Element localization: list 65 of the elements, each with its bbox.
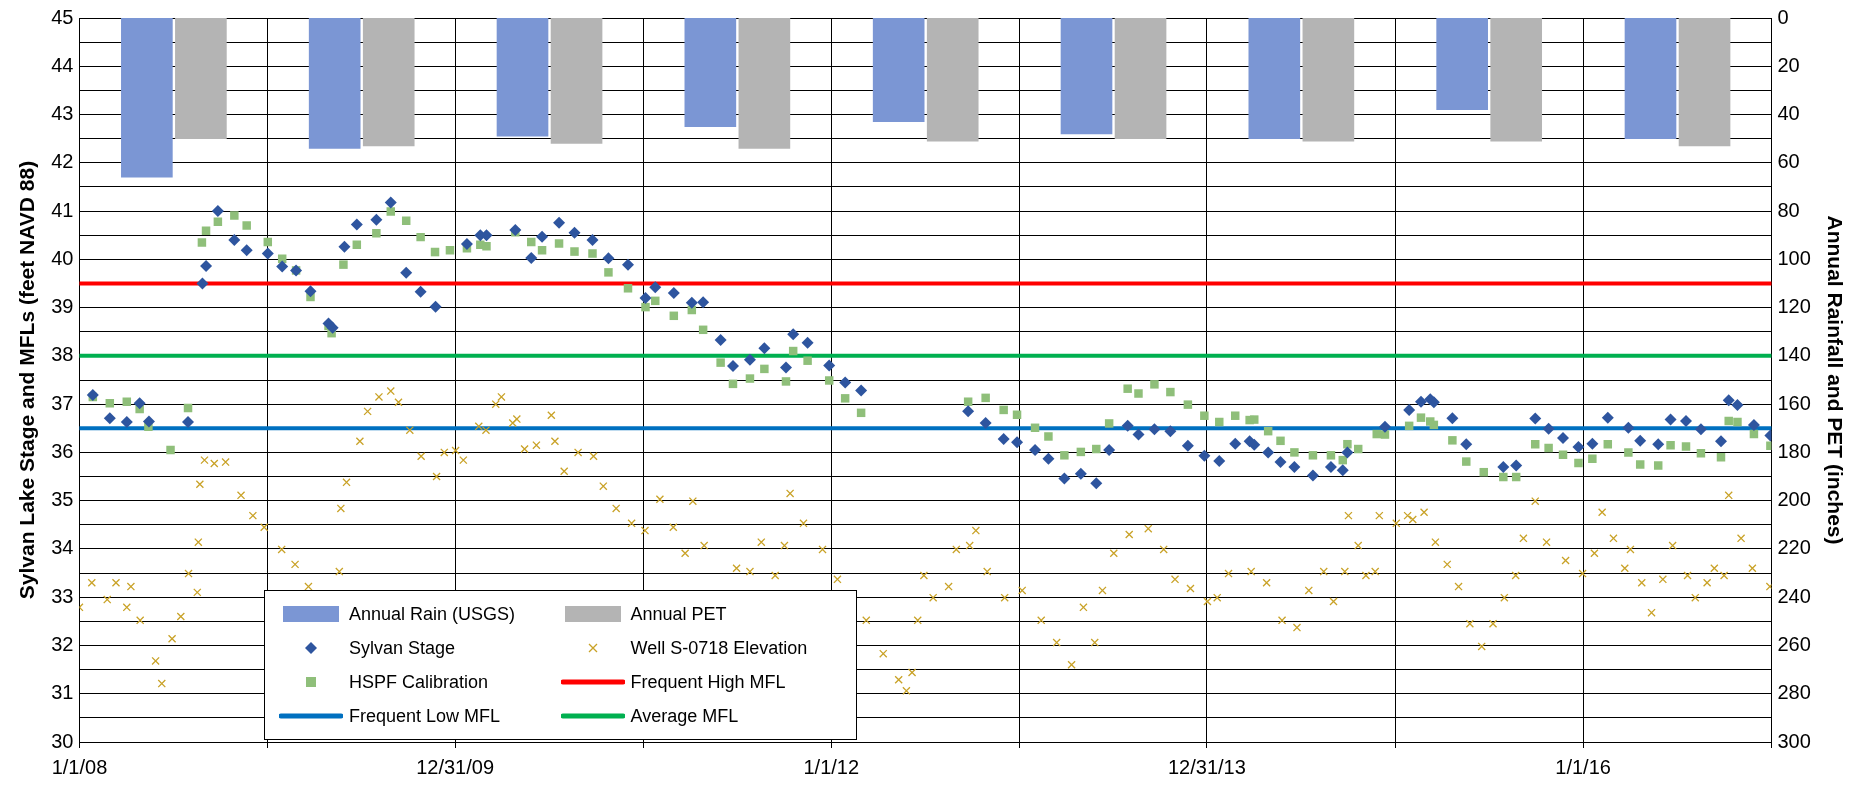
y2-tick-label: 0 [1777, 5, 1789, 28]
y-tick-label: 33 [51, 584, 74, 607]
y-tick-label: 38 [51, 343, 74, 366]
legend-label: Frequent Low MFL [349, 705, 501, 727]
bar [308, 18, 361, 149]
legend-label: Sylvan Stage [349, 637, 456, 659]
y-tick-label: 34 [51, 536, 74, 559]
y2-tick-label: 220 [1777, 536, 1811, 559]
y2-tick-label: 40 [1777, 102, 1800, 125]
bar [1490, 18, 1543, 142]
y2-tick-label: 180 [1777, 439, 1811, 462]
y-tick-label: 31 [51, 681, 74, 704]
x-tick-label: 1/1/08 [51, 755, 108, 778]
bar [1624, 18, 1677, 139]
bar [926, 18, 979, 142]
y2-tick-label: 160 [1777, 391, 1811, 414]
bar [738, 18, 791, 149]
bar [1436, 18, 1488, 111]
x-tick-label: 1/1/12 [803, 755, 860, 778]
y-tick-label: 35 [51, 488, 74, 511]
y-tick-label: 37 [51, 391, 74, 414]
bar [121, 18, 173, 178]
y-tick-label: 39 [51, 295, 74, 318]
y-tick-label: 41 [51, 198, 74, 221]
bar [1060, 18, 1113, 135]
bar [684, 18, 737, 127]
y2-tick-label: 100 [1777, 246, 1811, 269]
bar [1248, 18, 1301, 139]
y-axis-title: Sylvan Lake Stage and MFLs (feet NAVD 88) [15, 160, 39, 600]
x-tick-label: 12/31/13 [1167, 755, 1246, 778]
bar [550, 18, 603, 144]
bar [1302, 18, 1355, 142]
y2-tick-label: 260 [1777, 632, 1811, 655]
y2-tick-label: 140 [1777, 343, 1811, 366]
y2-tick-label: 300 [1777, 729, 1811, 752]
y-tick-label: 32 [51, 632, 74, 655]
bar [872, 18, 925, 123]
legend-label: Well S-0718 Elevation [630, 637, 808, 659]
bar [1114, 18, 1167, 139]
y2-axis-title: Annual Rainfall and PET (inches) [1823, 215, 1847, 545]
y-tick-label: 36 [51, 439, 74, 462]
bar [362, 18, 415, 147]
y2-tick-label: 280 [1777, 681, 1811, 704]
y2-tick-label: 240 [1777, 584, 1811, 607]
y2-tick-label: 20 [1777, 53, 1800, 76]
y-tick-label: 30 [51, 729, 74, 752]
y-tick-label: 42 [51, 150, 74, 173]
legend-label: Average MFL [630, 705, 739, 727]
legend-label: Frequent High MFL [630, 671, 786, 693]
bar [1678, 18, 1731, 147]
bar [175, 18, 227, 139]
y2-tick-label: 60 [1777, 150, 1800, 173]
legend-label: Annual PET [630, 603, 727, 625]
x-tick-label: 12/31/09 [416, 755, 495, 778]
y2-tick-label: 120 [1777, 295, 1811, 318]
y-tick-label: 45 [51, 5, 74, 28]
y-tick-label: 44 [51, 53, 74, 76]
legend-label: Annual Rain (USGS) [349, 603, 516, 625]
y-tick-label: 43 [51, 102, 74, 125]
bar [496, 18, 549, 137]
y2-tick-label: 200 [1777, 488, 1811, 511]
y-tick-label: 40 [51, 246, 74, 269]
legend-label: HSPF Calibration [349, 671, 489, 693]
x-tick-label: 1/1/16 [1555, 755, 1611, 778]
y2-tick-label: 80 [1777, 198, 1800, 221]
